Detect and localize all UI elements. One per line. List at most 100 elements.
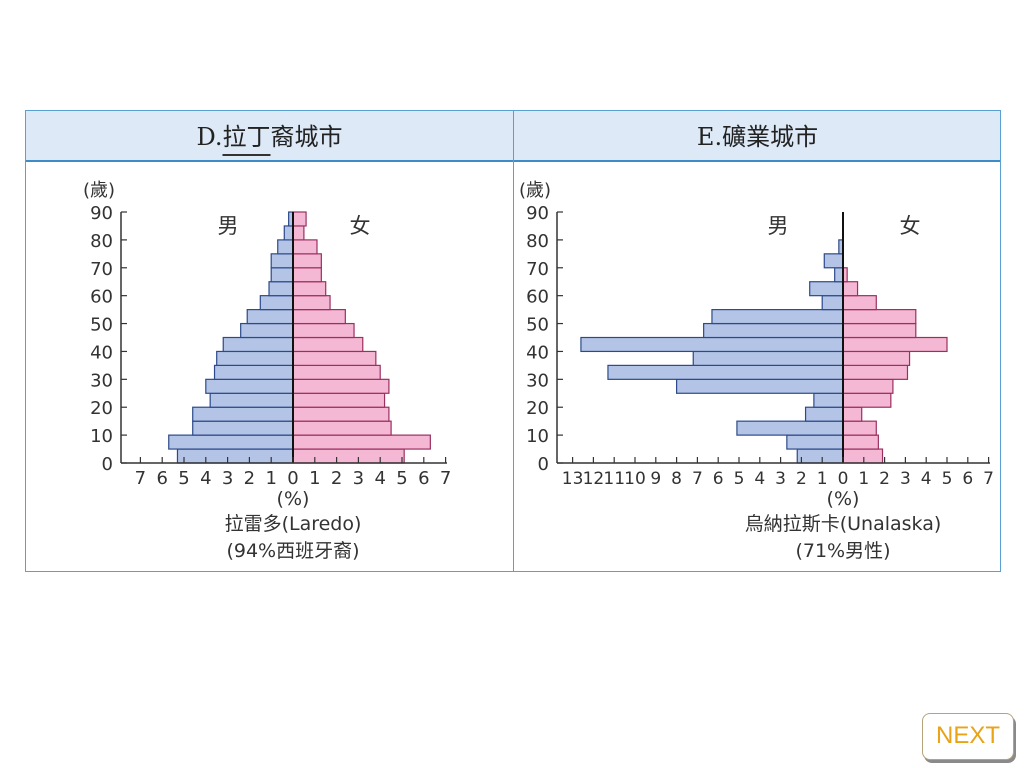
x-tick-label: 0 [287, 468, 298, 489]
x-tick-label: 7 [692, 469, 703, 489]
y-axis-label: (歲) [519, 180, 551, 201]
x-tick-label: 2 [244, 468, 255, 489]
next-button[interactable]: NEXT [922, 713, 1014, 760]
caption-note: (71%男性) [795, 540, 890, 562]
y-tick-label: 40 [90, 342, 113, 363]
x-tick-label: 1 [265, 468, 276, 489]
female-bar [842, 322, 917, 339]
male-bar [703, 322, 844, 339]
x-tick-label: 0 [838, 469, 849, 489]
caption-city: 拉雷多(Laredo) [225, 513, 362, 535]
y-tick-label: 40 [526, 342, 549, 363]
legend-male: 男 [768, 214, 789, 238]
x-tick-label: 2 [879, 469, 890, 489]
y-tick-label: 30 [90, 370, 113, 391]
male-bar [804, 406, 844, 422]
male-bar [675, 378, 844, 394]
y-tick-label: 90 [90, 203, 113, 224]
x-tick-label: 9 [650, 469, 661, 489]
y-tick-label: 60 [526, 287, 549, 308]
male-bar [580, 336, 844, 353]
x-tick-label: 10 [624, 469, 646, 489]
y-tick-label: 90 [526, 203, 549, 224]
male-bar [809, 281, 844, 297]
x-tick-label: 3 [222, 468, 233, 489]
x-tick-label: 2 [796, 469, 807, 489]
x-tick-label: 4 [921, 469, 932, 489]
title-prefix: E. [696, 123, 723, 151]
x-tick-label: 4 [374, 468, 385, 489]
x-tick-label: 11 [603, 469, 625, 489]
male-bar [786, 434, 844, 450]
female-bar [842, 309, 917, 325]
male-bar [711, 309, 844, 325]
male-bar [796, 448, 844, 464]
female-bar [842, 295, 877, 311]
x-tick-label: 3 [775, 469, 786, 489]
x-tick-label: 3 [900, 469, 911, 489]
x-tick-label: 1 [817, 469, 828, 489]
x-tick-label: 4 [200, 468, 211, 489]
female-bar [842, 448, 884, 464]
female-bar [842, 434, 879, 450]
x-tick-label: 13 [562, 469, 584, 489]
male-bar [692, 350, 844, 366]
x-axis-label: (%) [827, 488, 860, 510]
male-bar [736, 420, 844, 436]
x-tick-label: 2 [331, 468, 342, 489]
x-tick-label: 4 [754, 469, 765, 489]
y-tick-label: 30 [526, 370, 549, 391]
male-bar [823, 253, 844, 269]
male-bar [813, 392, 844, 408]
legend-female: 女 [350, 214, 371, 238]
title-suffix: 裔城市 [270, 123, 343, 151]
title-prefix: D. [196, 123, 223, 151]
x-tick-label: 8 [671, 469, 682, 489]
x-tick-label: 1 [309, 468, 320, 489]
x-axis-label: (%) [277, 488, 310, 510]
x-tick-label: 7 [440, 468, 451, 489]
y-axis-label: (歲) [83, 180, 115, 201]
y-tick-label: 80 [90, 231, 113, 252]
y-tick-label: 50 [526, 315, 549, 336]
x-tick-label: 3 [353, 468, 364, 489]
column-divider [513, 111, 514, 571]
x-tick-label: 5 [734, 469, 745, 489]
x-tick-label: 7 [135, 468, 146, 489]
x-tick-label: 6 [713, 469, 724, 489]
x-tick-label: 7 [983, 469, 994, 489]
panel-title-latino-city: D.拉丁裔城市 [26, 120, 513, 154]
x-tick-label: 5 [396, 468, 407, 489]
y-tick-label: 20 [90, 398, 113, 419]
x-tick-label: 5 [942, 469, 953, 489]
female-bar [842, 378, 894, 394]
y-tick-label: 70 [526, 259, 549, 280]
y-tick-label: 80 [526, 231, 549, 252]
male-bar [607, 364, 844, 380]
x-tick-label: 6 [962, 469, 973, 489]
female-bar [842, 336, 948, 353]
x-tick-label: 12 [583, 469, 605, 489]
female-bar [842, 392, 892, 408]
title-underlined: 拉丁 [222, 123, 271, 151]
female-bar [842, 364, 909, 380]
caption-note: (94%西班牙裔) [226, 540, 359, 562]
male-bar [821, 295, 844, 311]
y-tick-label: 10 [526, 426, 549, 447]
panel-title-mining-city: E.礦業城市 [514, 120, 1001, 154]
y-tick-label: 50 [90, 315, 113, 336]
x-tick-label: 6 [418, 468, 429, 489]
y-tick-label: 60 [90, 287, 113, 308]
x-tick-label: 6 [156, 468, 167, 489]
caption-city: 烏納拉斯卡(Unalaska) [745, 513, 942, 535]
x-tick-label: 5 [178, 468, 189, 489]
x-tick-label: 1 [858, 469, 869, 489]
male-bar [834, 267, 844, 283]
legend-female: 女 [900, 214, 921, 238]
legend-male: 男 [218, 214, 239, 238]
y-tick-label: 10 [90, 426, 113, 447]
y-tick-label: 20 [526, 398, 549, 419]
title-suffix: 礦業城市 [722, 123, 819, 151]
